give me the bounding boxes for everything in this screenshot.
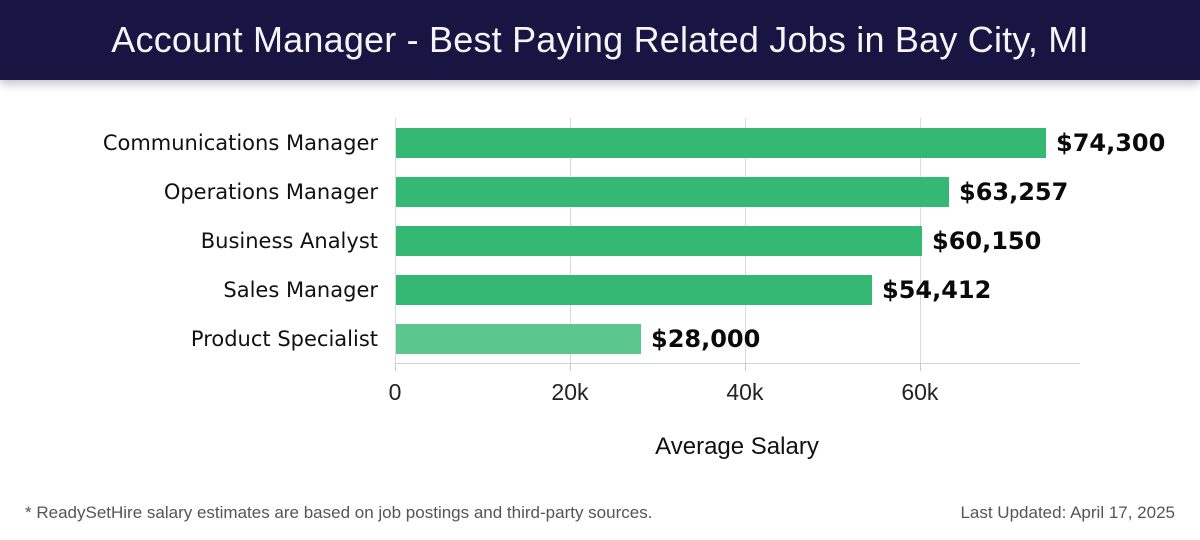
chart-title: Account Manager - Best Paying Related Jo… [111, 19, 1089, 60]
value-label: $28,000 [651, 324, 761, 353]
category-label: Sales Manager [223, 277, 378, 302]
value-label: $60,150 [932, 226, 1042, 255]
x-tick-mark-0 [395, 363, 396, 371]
category-label: Operations Manager [163, 179, 378, 204]
bar-operations-manager [396, 176, 949, 207]
category-label: Business Analyst [200, 228, 378, 253]
value-label: $54,412 [882, 275, 992, 304]
x-tick-mark-20k [569, 363, 571, 371]
x-tick-mark-40k [744, 363, 746, 371]
header-banner: Account Manager - Best Paying Related Jo… [0, 0, 1200, 80]
bar-chart: 0 20k 40k 60k Communications Manager $74,300 O… [0, 80, 1200, 460]
bar-product-specialist [396, 323, 641, 354]
x-tick-label-0: 0 [388, 379, 402, 405]
x-axis-line [395, 363, 1080, 364]
footer-disclaimer: * ReadySetHire salary estimates are base… [25, 503, 653, 522]
x-tick-mark-60k [919, 363, 921, 371]
x-tick-label-20k: 20k [551, 379, 589, 405]
category-label: Communications Manager [102, 130, 378, 155]
x-axis-title: Average Salary [655, 433, 819, 460]
value-label: $63,257 [959, 177, 1069, 206]
bar-communications-manager [396, 127, 1046, 158]
gridline-0 [395, 118, 396, 363]
value-label: $74,300 [1056, 128, 1166, 157]
x-tick-label-40k: 40k [726, 379, 764, 405]
bar-sales-manager [396, 274, 872, 305]
bar-business-analyst [396, 225, 922, 256]
footer-last-updated: Last Updated: April 17, 2025 [960, 503, 1175, 522]
x-tick-label-60k: 60k [901, 379, 939, 405]
category-label: Product Specialist [190, 326, 378, 351]
